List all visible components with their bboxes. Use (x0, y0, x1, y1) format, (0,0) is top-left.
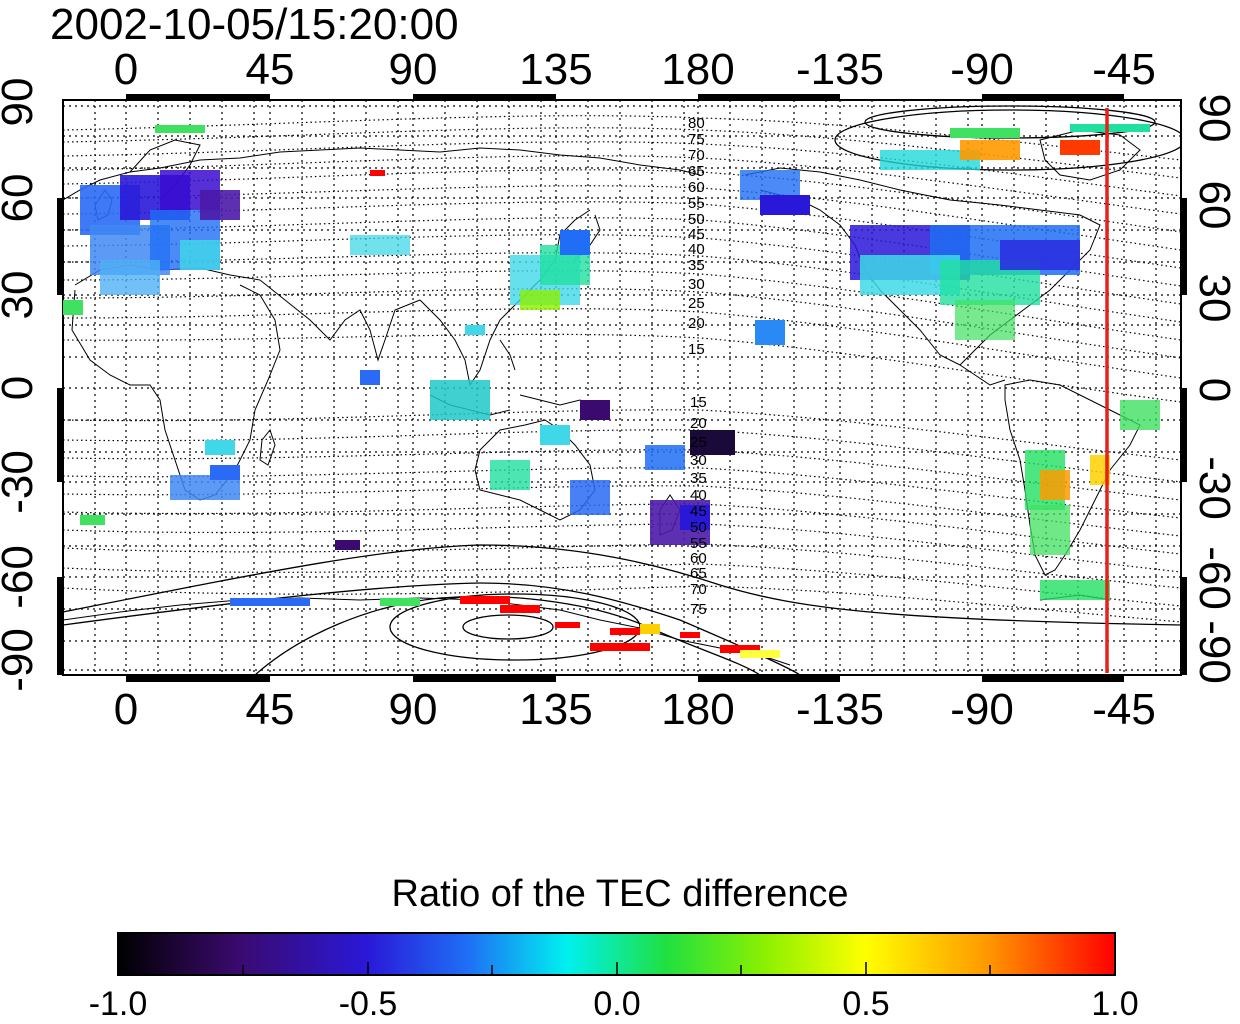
bottom-x-tick: -45 (1092, 685, 1156, 734)
top-x-tick: 180 (661, 45, 735, 94)
contour-label: 50 (688, 211, 705, 228)
contour-label: 60 (688, 179, 705, 196)
colorbar-ticks (242, 962, 991, 975)
contour-label: 75 (690, 601, 707, 618)
contour-label: 75 (688, 131, 705, 148)
tec-data-patches (63, 124, 1160, 658)
contour-label: 15 (688, 341, 705, 358)
contour-labels-north: 80 75 70 65 60 55 50 45 40 35 30 25 20 1… (688, 115, 705, 358)
map-title: 2002-10-05/15:20:00 (50, 0, 459, 49)
contour-label: 70 (690, 581, 707, 598)
top-axis-bar (126, 94, 1124, 101)
bottom-x-tick: -135 (795, 685, 885, 734)
contour-label: 45 (690, 503, 707, 520)
contour-label: 20 (688, 315, 705, 332)
contour-label: 55 (690, 535, 707, 552)
contour-label: 35 (688, 257, 705, 274)
colorbar-tick-label: -1.0 (88, 985, 148, 1023)
bottom-x-tick: 90 (388, 685, 438, 734)
colorbar-tick-label: 0.5 (842, 985, 890, 1023)
bottom-x-tick: 0 (113, 685, 139, 734)
magnetic-contours (63, 115, 1181, 623)
colorbar-tick-label: 1.0 (1091, 985, 1139, 1023)
contour-labels-south: 15 20 25 30 35 40 45 50 55 60 65 70 75 (690, 394, 707, 618)
contour-label: 45 (688, 226, 705, 243)
contour-label: 40 (688, 241, 705, 258)
bottom-x-tick: -90 (950, 685, 1014, 734)
contour-label: 35 (690, 470, 707, 487)
colorbar-tick-label: -0.5 (338, 985, 398, 1023)
contour-label: 65 (688, 163, 705, 180)
contour-label: 65 (690, 565, 707, 582)
top-x-tick: 135 (519, 45, 593, 94)
contour-label: 25 (688, 295, 705, 312)
contour-label: 80 (688, 115, 705, 132)
bottom-axis-bar (126, 675, 1124, 682)
contour-label: 40 (690, 487, 707, 504)
contour-label: 30 (688, 276, 705, 293)
top-x-tick: 90 (388, 45, 438, 94)
top-x-tick: -90 (950, 45, 1014, 94)
contour-label: 60 (690, 550, 707, 567)
right-axis-bar (1180, 198, 1187, 675)
contour-label: 15 (690, 394, 707, 411)
top-x-tick: -135 (795, 45, 885, 94)
colorbar-title: Ratio of the TEC difference (391, 873, 849, 915)
top-x-tick: 45 (245, 45, 295, 94)
left-axis-bar (57, 198, 64, 675)
bottom-x-tick: 135 (519, 685, 593, 734)
contour-label: 30 (690, 452, 707, 469)
contour-label: 55 (688, 195, 705, 212)
contour-label: 25 (690, 434, 707, 451)
colorbar-tick-label: 0.0 (593, 985, 641, 1023)
contour-label: 50 (690, 519, 707, 536)
top-x-tick: 0 (113, 45, 139, 94)
top-x-tick: -45 (1092, 45, 1156, 94)
contour-label: 70 (688, 147, 705, 164)
grid-lines (63, 100, 1181, 675)
bottom-x-tick: 180 (661, 685, 735, 734)
bottom-x-tick: 45 (245, 685, 295, 734)
contour-label: 20 (690, 415, 707, 432)
